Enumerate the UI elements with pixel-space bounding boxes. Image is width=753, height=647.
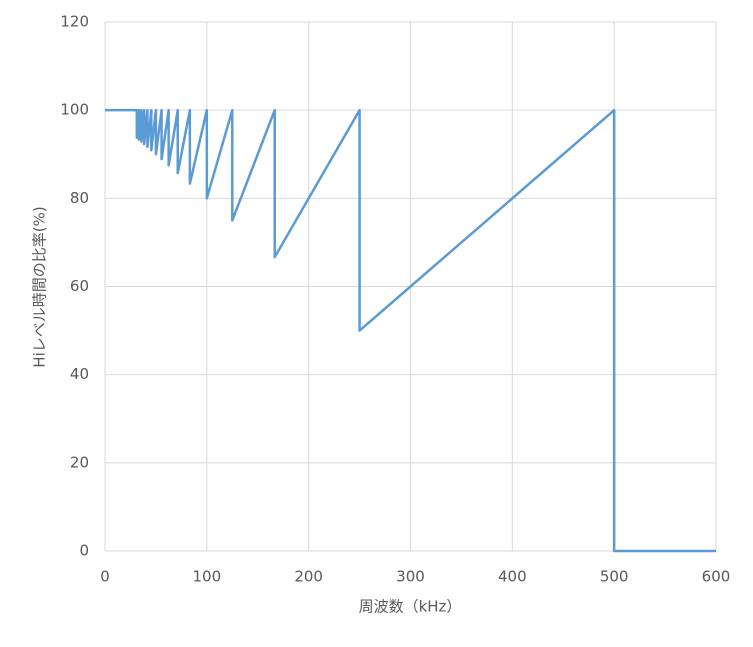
x-tick-label: 0 <box>100 568 110 586</box>
line <box>105 108 716 553</box>
x-axis-label: 周波数（kHz） <box>359 598 462 616</box>
y-tick-label: 40 <box>70 365 89 383</box>
y-tick-label: 60 <box>70 277 89 295</box>
x-tick-label: 300 <box>396 568 425 586</box>
y-tick-label: 0 <box>79 542 89 560</box>
y-tick-label: 120 <box>60 13 89 31</box>
y-tick-label: 20 <box>70 453 89 471</box>
y-tick-label: 100 <box>60 101 89 119</box>
y-axis-label: Hiレベル時間の比率(%) <box>31 206 49 367</box>
x-tick-label: 400 <box>498 568 527 586</box>
x-tick-label: 100 <box>193 568 222 586</box>
y-tick-label: 80 <box>70 189 89 207</box>
x-tick-label: 500 <box>600 568 629 586</box>
x-tick-label: 600 <box>702 568 731 586</box>
x-tick-label: 200 <box>294 568 323 586</box>
